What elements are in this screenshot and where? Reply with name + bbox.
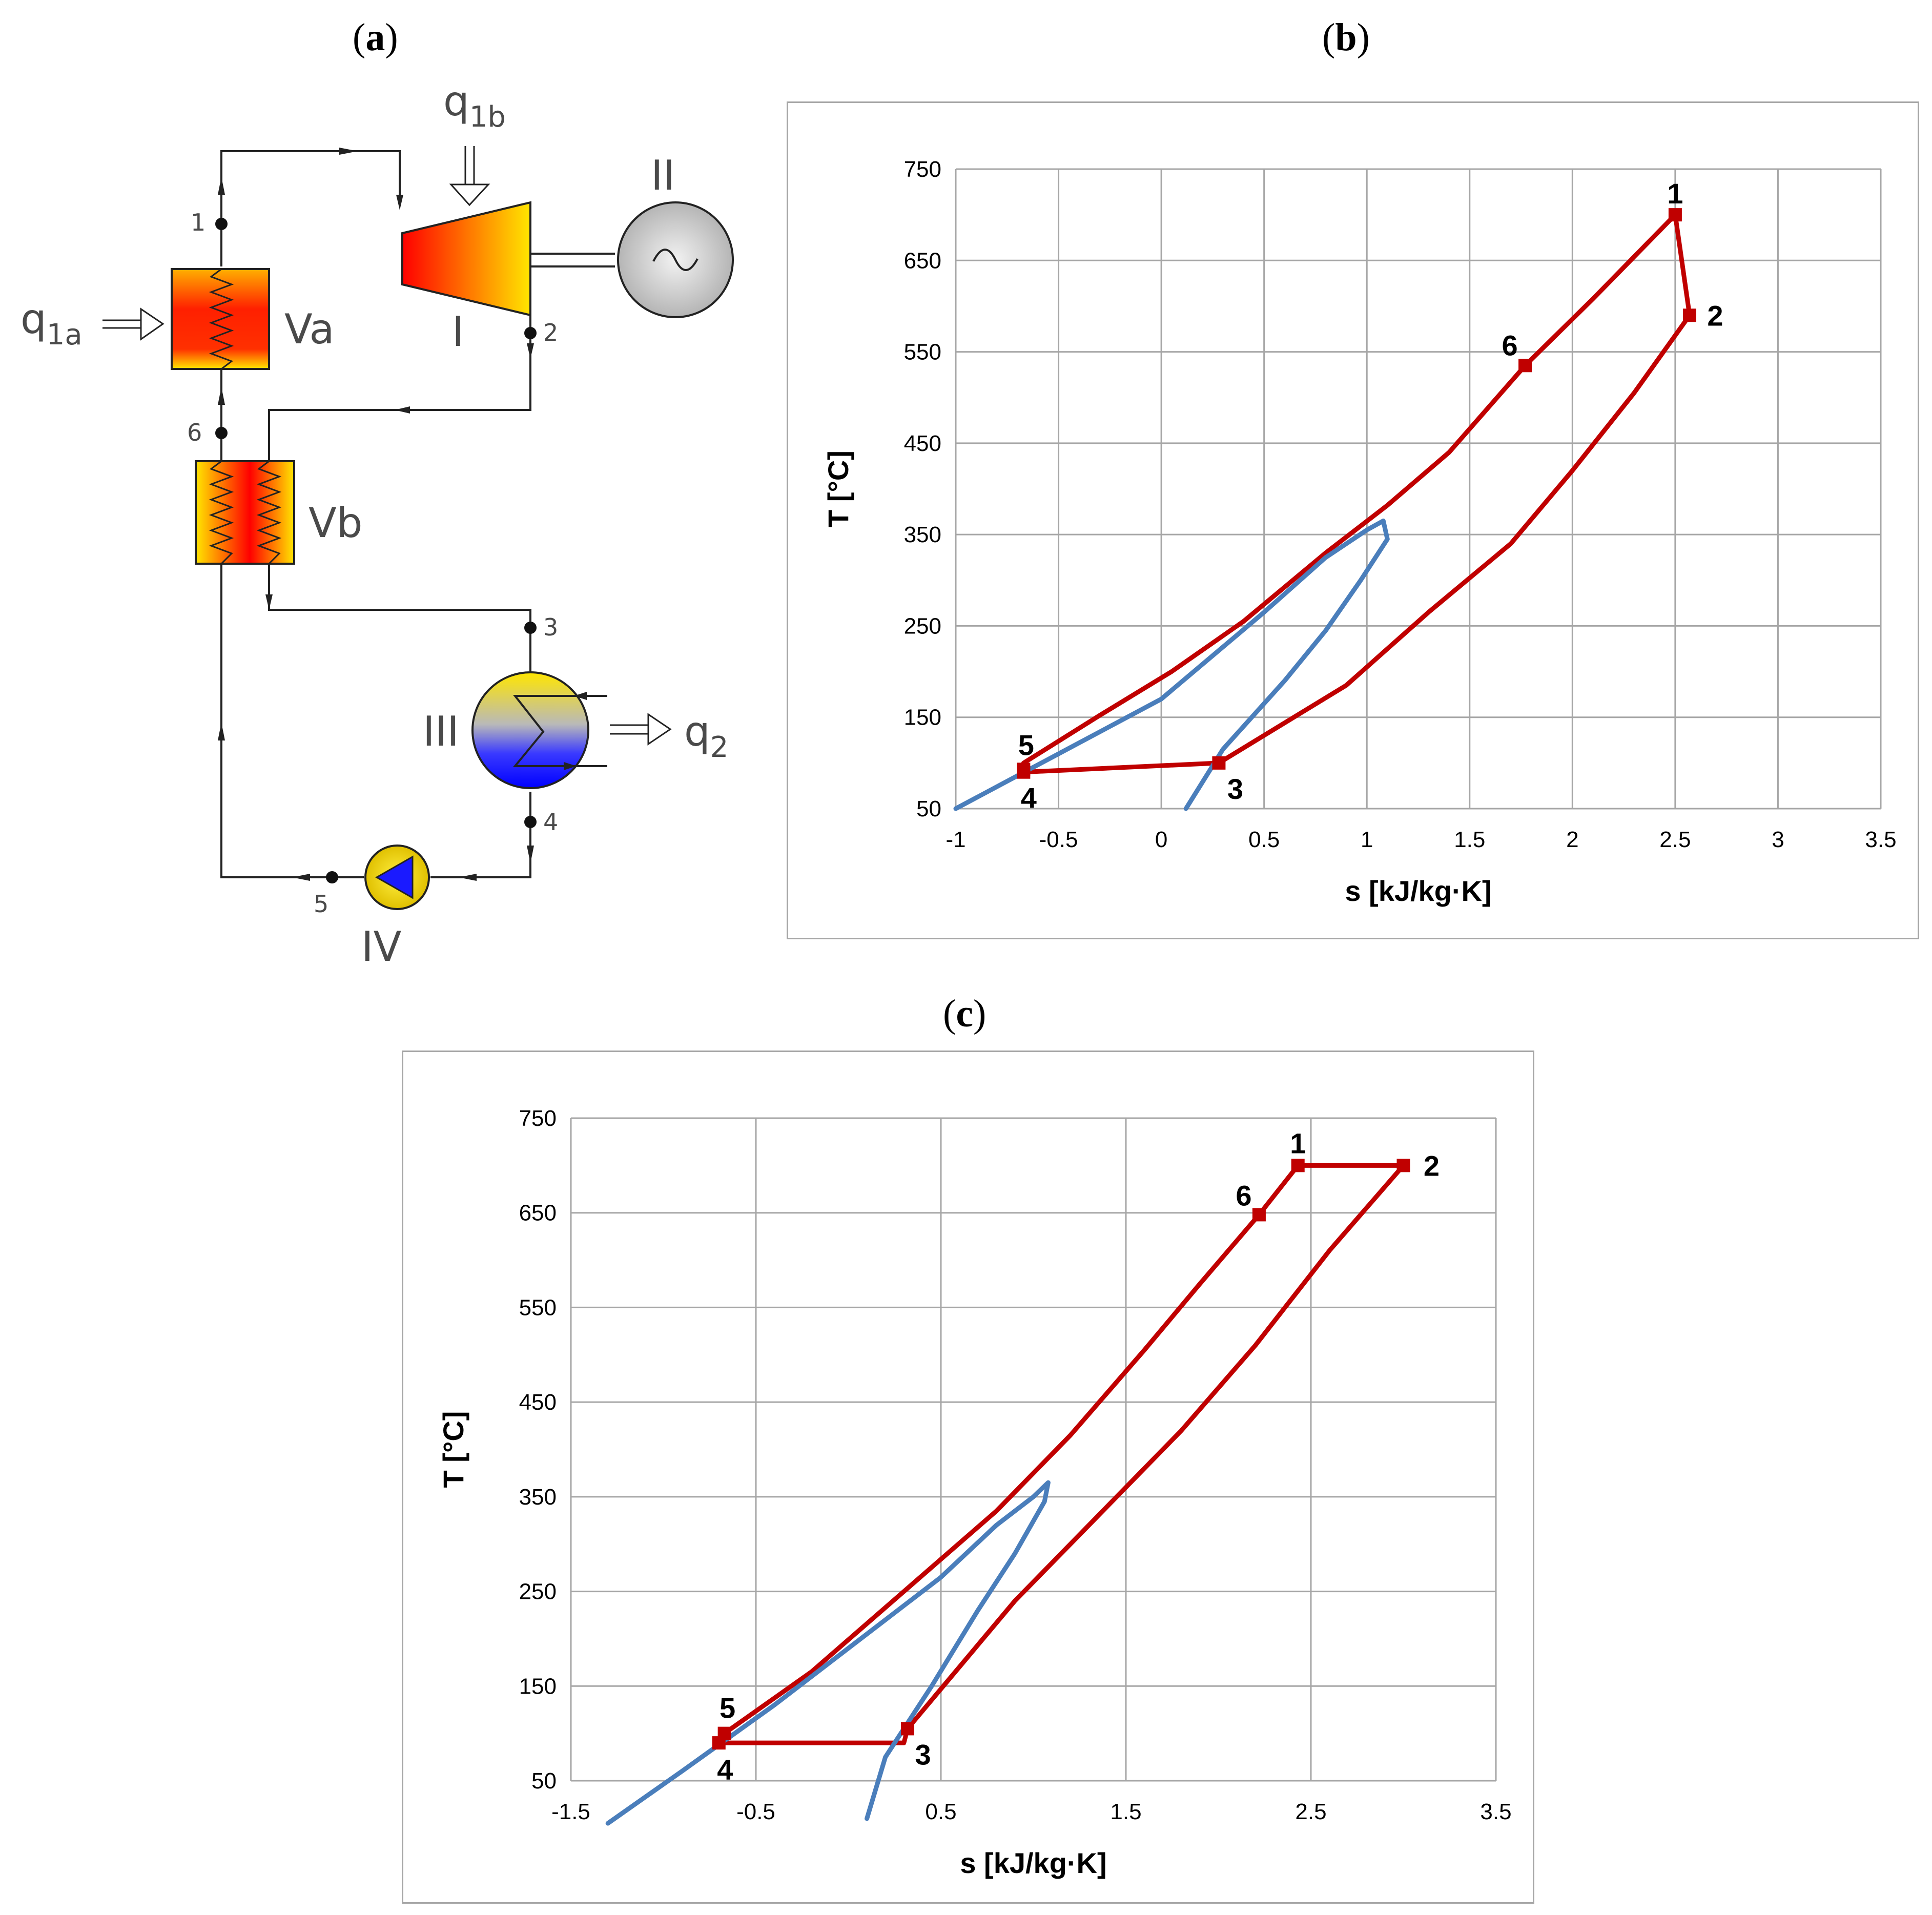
label-cooler: III bbox=[423, 708, 459, 755]
chart-b-ytick-2: 250 bbox=[904, 613, 941, 639]
chart-b-series-saturation bbox=[953, 518, 1390, 811]
chart-b-point-label-5: 5 bbox=[1018, 729, 1034, 761]
label-q1a: q1a bbox=[20, 295, 83, 352]
chart-c-xtick-1: -0.5 bbox=[736, 1799, 775, 1824]
cooler-coil bbox=[512, 695, 574, 767]
heat-output-q2-arrow bbox=[610, 713, 672, 746]
turbine bbox=[401, 201, 531, 317]
chart-b-point-label-4: 4 bbox=[1021, 782, 1037, 814]
chart-b-point-6 bbox=[1518, 359, 1532, 373]
chart-c-ytick-6: 650 bbox=[519, 1201, 557, 1226]
label-q1b: q1b bbox=[443, 77, 506, 134]
chart-c-ytick-1: 150 bbox=[519, 1674, 557, 1699]
chart-c-series-saturation bbox=[605, 1480, 1051, 1826]
chart-b-ytick-3: 350 bbox=[904, 522, 941, 547]
chart-b-point-label-6: 6 bbox=[1502, 329, 1517, 361]
chart-b-ylabel: T [°C] bbox=[822, 450, 854, 527]
chart-c-ytick-4: 450 bbox=[519, 1390, 557, 1415]
chart-b-point-label-2: 2 bbox=[1707, 299, 1723, 332]
chart-b-point-5 bbox=[1017, 763, 1031, 776]
chart-b-xlabel: s [kJ/kg·K] bbox=[1345, 875, 1491, 907]
chart-c-series-cycle bbox=[716, 1163, 1406, 1745]
chart-c-ytick-3: 350 bbox=[519, 1485, 557, 1510]
chart-c-xtick-3: 1.5 bbox=[1110, 1799, 1141, 1824]
chart-b-xtick-2: 0 bbox=[1155, 827, 1167, 852]
chart-c-xtick-5: 3.5 bbox=[1480, 1799, 1511, 1824]
chart-c-xtick-0: -1.5 bbox=[551, 1799, 590, 1824]
node-label-2: 2 bbox=[543, 319, 558, 346]
chart-b-xtick-3: 0.5 bbox=[1248, 827, 1280, 852]
chart-b-series-cycle bbox=[1021, 212, 1692, 775]
chart-c-point-label-4: 4 bbox=[717, 1754, 733, 1786]
regenerator-vb bbox=[195, 460, 295, 565]
label-heater-va: Va bbox=[284, 305, 335, 353]
chart-c-ytick-7: 750 bbox=[519, 1106, 557, 1131]
chart-b-point-2 bbox=[1682, 308, 1696, 322]
label-pump: IV bbox=[361, 923, 402, 971]
chart-b-xtick-6: 2 bbox=[1566, 827, 1578, 852]
node-label-4: 4 bbox=[543, 808, 558, 836]
node-label-3: 3 bbox=[543, 613, 558, 641]
chart-c-point-label-3: 3 bbox=[915, 1738, 931, 1770]
chart-c-point-label-2: 2 bbox=[1424, 1149, 1440, 1182]
state-nodes bbox=[215, 218, 537, 883]
chart-c-xtick-2: 0.5 bbox=[925, 1799, 956, 1824]
chart-b-xtick-1: -0.5 bbox=[1039, 827, 1078, 852]
chart-b-ytick-1: 150 bbox=[904, 705, 941, 730]
ts-chart-b: -1 -0.5 0 0.5 1 1.5 2 2.5 3 3.5 50 150 250 350 450 550 6… bbox=[822, 157, 1897, 907]
chart-c-point-2 bbox=[1396, 1159, 1410, 1172]
chart-c-point-1 bbox=[1291, 1159, 1305, 1172]
pump-arrow-icon bbox=[375, 855, 414, 899]
chart-c-frame bbox=[402, 1051, 1534, 1904]
chart-b-xtick-8: 3 bbox=[1772, 827, 1784, 852]
chart-b-ytick-5: 550 bbox=[904, 340, 941, 365]
heat-input-q1b-arrow bbox=[449, 146, 490, 207]
chart-b-xtick-4: 1 bbox=[1361, 827, 1373, 852]
panel-title-b: (b) bbox=[1322, 16, 1370, 59]
chart-c-point-label-6: 6 bbox=[1236, 1179, 1251, 1211]
label-generator: II bbox=[651, 152, 675, 199]
chart-c-point-label-1: 1 bbox=[1290, 1127, 1306, 1159]
chart-b-point-label-1: 1 bbox=[1667, 177, 1683, 210]
chart-c-point-3 bbox=[901, 1722, 915, 1736]
node-label-1: 1 bbox=[191, 209, 205, 236]
label-regenerator-vb: Vb bbox=[309, 499, 363, 547]
cooler bbox=[471, 671, 589, 789]
panel-title-a: (a) bbox=[353, 16, 398, 59]
chart-b-xtick-5: 1.5 bbox=[1454, 827, 1485, 852]
chart-b-point-label-3: 3 bbox=[1227, 773, 1243, 805]
chart-b-ytick-4: 450 bbox=[904, 431, 941, 456]
chart-c-ylabel: T [°C] bbox=[437, 1411, 469, 1488]
chart-b-ytick-0: 50 bbox=[916, 796, 941, 821]
cycle-schematic: 1 2 3 4 5 6 q1a q1b q2 I II III IV Va Vb bbox=[20, 77, 734, 971]
heater-va-coil bbox=[209, 268, 234, 370]
chart-b-point-3 bbox=[1212, 756, 1226, 770]
chart-c-ytick-0: 50 bbox=[531, 1768, 557, 1794]
chart-b-xtick-7: 2.5 bbox=[1659, 827, 1691, 852]
chart-b-xtick-9: 3.5 bbox=[1865, 827, 1896, 852]
chart-c-point-6 bbox=[1252, 1208, 1266, 1222]
chart-b-point-1 bbox=[1668, 208, 1682, 222]
chart-b-ytick-7: 750 bbox=[904, 157, 941, 182]
sine-wave-icon bbox=[652, 249, 698, 271]
chart-c-xlabel: s [kJ/kg·K] bbox=[960, 1847, 1106, 1879]
chart-c-point-label-5: 5 bbox=[720, 1692, 735, 1724]
heat-input-q1a-arrow bbox=[102, 307, 165, 341]
chart-c-ytick-5: 550 bbox=[519, 1295, 557, 1320]
ts-chart-c: -1.5 -0.5 0.5 1.5 2.5 3.5 50 150 250 350 450 550 650… bbox=[437, 1106, 1512, 1879]
label-q2: q2 bbox=[684, 708, 728, 764]
chart-c-ytick-2: 250 bbox=[519, 1579, 557, 1604]
panel-title-c: (c) bbox=[943, 992, 986, 1035]
node-label-6: 6 bbox=[187, 419, 202, 446]
chart-b-xtick-0: -1 bbox=[946, 827, 965, 852]
chart-b-ytick-6: 650 bbox=[904, 248, 941, 273]
label-turbine: I bbox=[452, 308, 464, 356]
chart-c-point-5 bbox=[717, 1726, 731, 1740]
chart-c-xtick-4: 2.5 bbox=[1295, 1799, 1326, 1824]
flow-arrows bbox=[218, 148, 534, 881]
node-label-5: 5 bbox=[314, 890, 328, 918]
